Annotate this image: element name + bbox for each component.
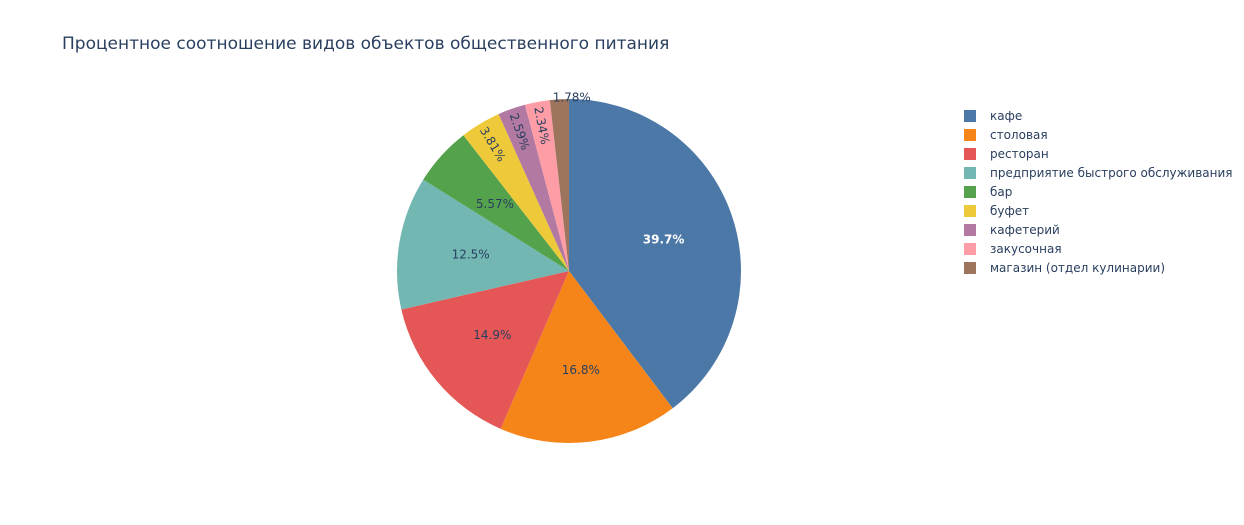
slice-label-culinary-shop: 1.78% — [553, 90, 591, 104]
legend-swatch — [964, 166, 976, 179]
legend: кафе столовая ресторан предприятие быстрого… — [964, 106, 1233, 277]
legend-item-canteen[interactable]: столовая — [964, 125, 1233, 144]
legend-label: буфет — [990, 203, 1030, 218]
legend-item-bar[interactable]: бар — [964, 182, 1233, 201]
pie-slice-cafe[interactable] — [569, 99, 741, 409]
legend-swatch — [964, 185, 976, 198]
pie-slice-canteen[interactable] — [500, 271, 673, 443]
legend-swatch — [964, 261, 976, 274]
pie-slice-snack-bar[interactable] — [524, 100, 569, 271]
chart-title: Процентное соотношение видов объектов об… — [62, 34, 670, 54]
slice-label-restaurant: 14.9% — [473, 328, 511, 342]
legend-swatch — [964, 223, 976, 236]
legend-label: бар — [990, 184, 1013, 199]
slice-label-cafe: 39.7% — [643, 232, 685, 246]
legend-swatch — [964, 128, 976, 141]
legend-swatch — [964, 147, 976, 160]
legend-item-snack-bar[interactable]: закусочная — [964, 239, 1233, 258]
slice-label-fast-food: 12.5% — [452, 247, 490, 261]
pie-slice-cafeteria[interactable] — [498, 104, 569, 271]
legend-item-culinary-shop[interactable]: магазин (отдел кулинарии) — [964, 258, 1233, 277]
legend-item-cafeteria[interactable]: кафетерий — [964, 220, 1233, 239]
legend-label: магазин (отдел кулинарии) — [990, 260, 1165, 275]
pie-slice-bar[interactable] — [423, 135, 569, 271]
pie-slice-buffet[interactable] — [463, 114, 569, 271]
pie-slice-restaurant[interactable] — [401, 271, 569, 429]
slice-label-canteen: 16.8% — [562, 363, 600, 377]
legend-label: столовая — [990, 127, 1048, 142]
legend-label: предприятие быстрого обслуживания — [990, 165, 1233, 180]
legend-label: кафетерий — [990, 222, 1060, 237]
slice-label-bar: 5.57% — [476, 197, 514, 211]
legend-item-buffet[interactable]: буфет — [964, 201, 1233, 220]
legend-label: кафе — [990, 108, 1023, 123]
legend-label: ресторан — [990, 146, 1049, 161]
slice-label-snack-bar: 2.34% — [531, 106, 552, 146]
legend-label: закусочная — [990, 241, 1062, 256]
legend-swatch — [964, 242, 976, 255]
pie-slice-culinary-shop[interactable] — [549, 99, 569, 271]
legend-item-restaurant[interactable]: ресторан — [964, 144, 1233, 163]
legend-item-cafe[interactable]: кафе — [964, 106, 1233, 125]
legend-swatch — [964, 109, 976, 122]
legend-swatch — [964, 204, 976, 217]
pie-slice-fast-food[interactable] — [396, 179, 569, 310]
legend-item-fast-food[interactable]: предприятие быстрого обслуживания — [964, 163, 1233, 182]
